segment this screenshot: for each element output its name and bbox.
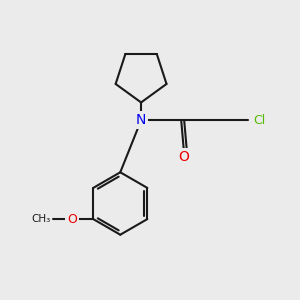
Text: O: O bbox=[67, 213, 77, 226]
Text: O: O bbox=[179, 150, 190, 164]
Text: N: N bbox=[136, 113, 146, 127]
Text: CH₃: CH₃ bbox=[32, 214, 51, 224]
Text: Cl: Cl bbox=[254, 114, 266, 127]
